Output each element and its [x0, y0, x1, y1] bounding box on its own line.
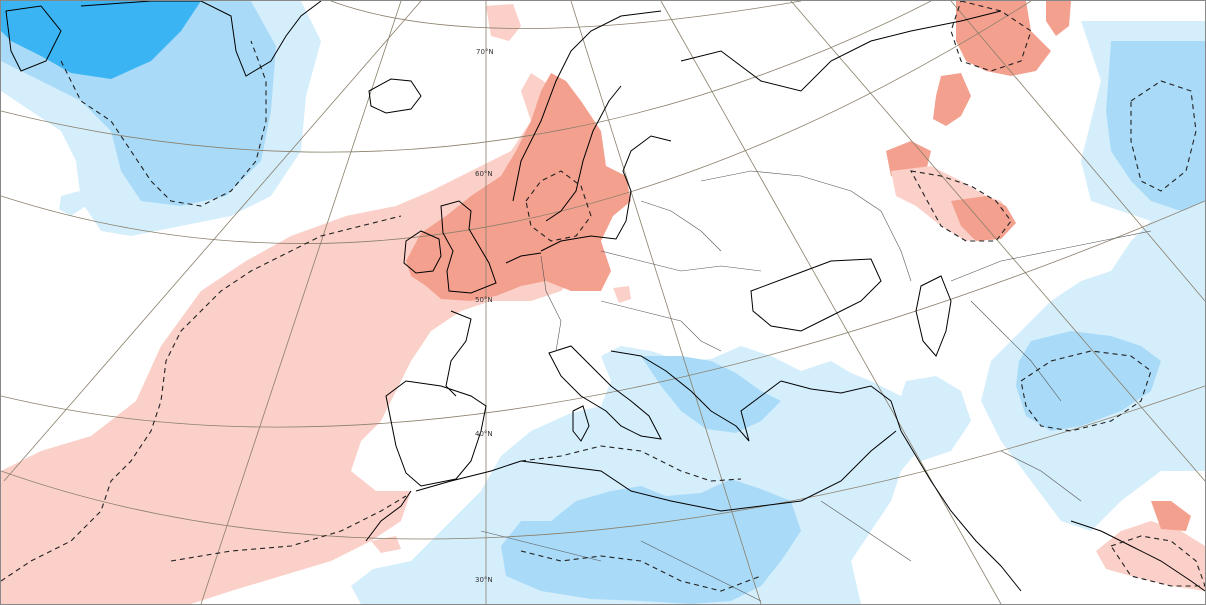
neg-medium-eastern [1106, 41, 1205, 211]
coast-france [445, 310, 472, 397]
contour-siberia [1130, 80, 1197, 192]
contour-kazakh [1020, 350, 1152, 432]
border-7 [970, 300, 1062, 402]
graticule-lat-30 [1, 385, 1205, 540]
coast-britain [440, 200, 497, 294]
neg-weak-greenland-small [59, 191, 86, 216]
contour-caspian-north [909, 170, 1012, 242]
coast-caspian [915, 275, 952, 357]
neg-medium-kazakh [1016, 331, 1161, 431]
contour-atlantic [1, 215, 402, 582]
border-3 [640, 200, 722, 252]
pos-strong-kara [1046, 1, 1071, 36]
coast-baltic [540, 135, 672, 252]
contour-africa [520, 550, 762, 592]
border-6 [880, 210, 912, 282]
lat-label-30: 30°N [475, 576, 493, 584]
border-2 [600, 250, 762, 272]
coast-sardinia [572, 405, 590, 442]
pos-strong-urals [956, 1, 1051, 76]
pos-strong-kazakh [951, 196, 1016, 241]
pos-strong-arabia-east [1151, 501, 1191, 531]
latitude-labels: 70°N 60°N 50°N 40°N 30°N [475, 48, 494, 584]
lat-label-40: 40°N [475, 430, 493, 438]
dashed-contours [1, 1, 1205, 592]
coast-greenland [5, 5, 62, 72]
coast-iberia [385, 380, 487, 487]
graticule-meridian-7 [950, 1, 1205, 302]
border-4 [600, 300, 722, 352]
graticule-meridian-2 [200, 1, 402, 604]
coast-northsea [505, 252, 542, 264]
border-8 [950, 230, 1152, 282]
coast-iceland [368, 78, 422, 114]
neg-strong-greenland [1, 1, 201, 79]
coast-turkey-south [780, 380, 902, 432]
graticule-lat-40 [1, 200, 1205, 428]
coast-ireland [403, 230, 442, 274]
coast-morocco [365, 490, 412, 542]
neg-medium-aegean [641, 356, 781, 433]
contour-atlantic-inner [170, 495, 407, 562]
pos-strong-volga [933, 73, 971, 126]
coast-italy [548, 345, 662, 440]
pos-weak-atlantic [1, 73, 601, 604]
coast-balkans [610, 350, 782, 442]
lat-label-60: 60°N [475, 170, 493, 178]
coastlines [5, 1, 1205, 592]
coast-gulf [1070, 520, 1205, 592]
border-10 [640, 540, 762, 602]
border-12 [1000, 450, 1082, 502]
border-5 [700, 170, 882, 212]
country-borders [480, 170, 1152, 602]
coast-greenland-east [80, 1, 322, 77]
contour-arabia [1110, 535, 1205, 587]
pos-weak-spot-north [486, 4, 521, 41]
pos-strong-scandinavia [406, 73, 631, 301]
lat-label-50: 50°N [475, 296, 493, 304]
graticule-lat-60 [1, 1, 932, 153]
graticule-meridian-6 [790, 1, 1205, 482]
border-9 [480, 530, 602, 562]
lat-label-70: 70°N [476, 48, 494, 56]
coast-red-sea [900, 430, 1022, 592]
graticule-lat-70 [330, 1, 802, 29]
border-11 [820, 500, 912, 562]
coast-blacksea [750, 258, 882, 332]
coast-sweden [545, 85, 622, 222]
graticule-meridian-5 [660, 1, 1002, 604]
coast-norway [512, 10, 662, 202]
contour-greenland [60, 40, 267, 207]
pos-weak-spot-central [613, 286, 631, 303]
contour-med [520, 445, 742, 482]
coast-russia-arctic [680, 10, 1002, 92]
graticule-meridian-4 [570, 1, 762, 604]
contour-urals [950, 1, 1032, 72]
contour-scandinavia [525, 170, 592, 242]
coast-north-africa [415, 430, 897, 512]
border-1 [540, 255, 562, 352]
pos-weak-spot-small [371, 536, 401, 553]
neg-weak-iraq [896, 376, 971, 461]
graticule-meridian-1 [3, 1, 422, 482]
